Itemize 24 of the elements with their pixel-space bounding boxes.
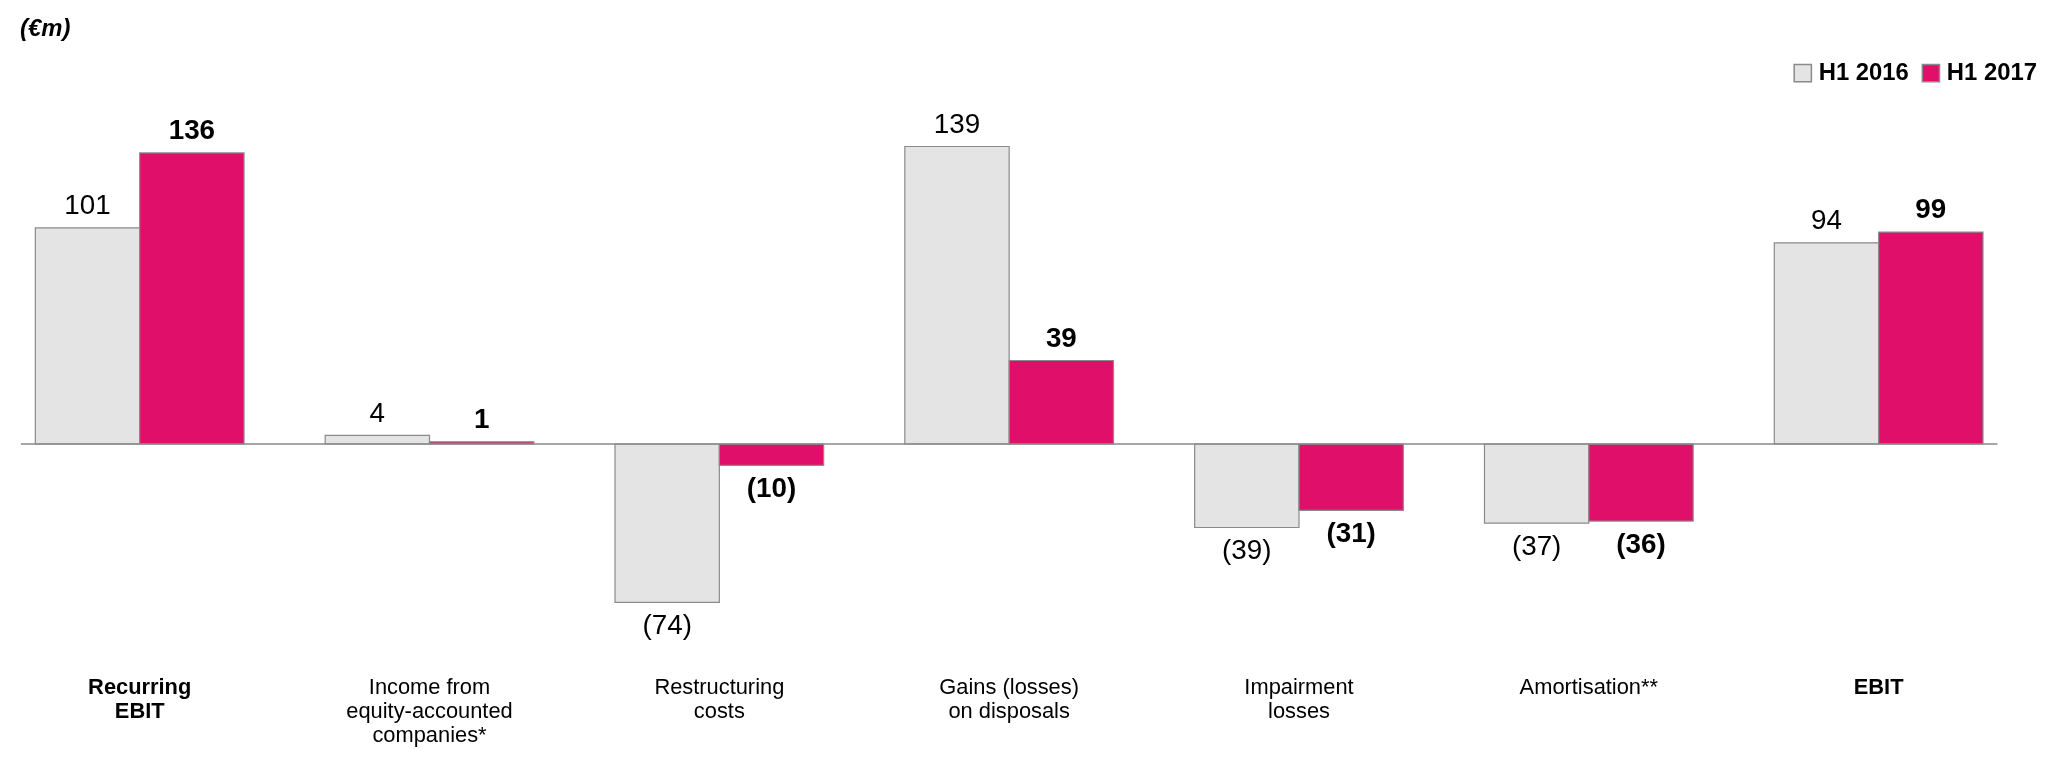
data-label: (31) — [1326, 517, 1376, 549]
data-label: 136 — [168, 113, 216, 145]
x-tick-label: EBIT — [1853, 674, 1905, 700]
data-label: (39) — [1222, 534, 1272, 566]
x-tick-label: Restructuring costs — [654, 674, 785, 724]
data-label: 94 — [1811, 203, 1842, 235]
legend-label: H1 2016 — [1818, 58, 1909, 86]
data-label: 99 — [1915, 193, 1947, 225]
data-label: (10) — [746, 472, 797, 504]
data-label: 139 — [933, 107, 981, 139]
x-tick-label: Impairment losses — [1244, 674, 1354, 724]
data-label: 39 — [1045, 321, 1077, 353]
x-tick-label: Recurring EBIT — [88, 674, 192, 724]
data-label: (36) — [1616, 527, 1666, 559]
x-tick-label: Income from equity-accounted companies* — [346, 674, 513, 748]
y-axis-title: (€m) — [20, 14, 71, 42]
data-label: 1 — [473, 402, 490, 434]
data-label: (37) — [1511, 529, 1562, 561]
data-label: 4 — [369, 396, 386, 428]
x-tick-label: Amortisation** — [1519, 674, 1659, 700]
data-label: (74) — [642, 609, 692, 641]
legend-label: H1 2017 — [1946, 58, 2037, 86]
x-tick-label: Gains (losses) on disposals — [939, 674, 1079, 724]
data-label: 101 — [64, 188, 111, 220]
